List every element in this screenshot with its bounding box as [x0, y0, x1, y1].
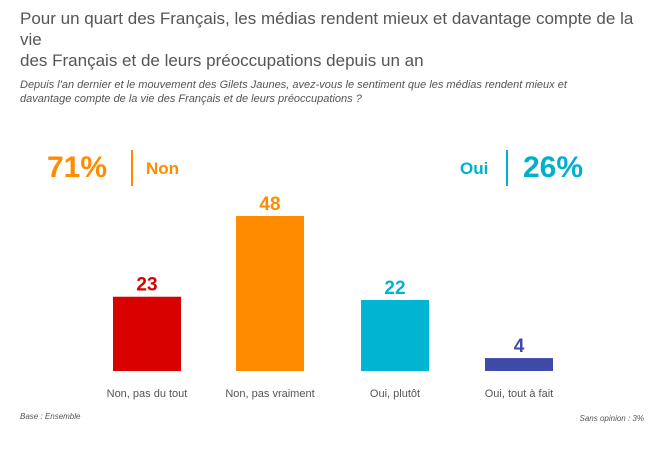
bar-1	[236, 216, 304, 371]
base-footnote: Base : Ensemble	[20, 412, 81, 421]
no-opinion-footnote: Sans opinion : 3%	[579, 414, 645, 423]
category-label-0: Non, pas du tout	[107, 388, 188, 400]
oui-group-label: Oui	[460, 159, 489, 178]
bar-value-label-1: 48	[259, 194, 280, 215]
non-total-percentage: 71%	[47, 151, 108, 184]
bar-value-label-0: 23	[136, 275, 157, 296]
oui-divider	[506, 150, 508, 186]
oui-total-percentage: 26%	[523, 151, 584, 184]
category-label-3: Oui, tout à fait	[485, 388, 553, 400]
bar-value-label-3: 4	[514, 336, 525, 357]
page-title: Pour un quart des Français, les médias r…	[20, 9, 634, 70]
survey-question: Depuis l'an dernier et le mouvement des …	[20, 79, 567, 105]
bar-value-label-2: 22	[384, 278, 405, 299]
bar-0	[113, 296, 181, 371]
non-divider	[131, 150, 133, 186]
category-label-2: Oui, plutôt	[370, 388, 420, 400]
bar-2	[361, 299, 429, 371]
bar-3	[485, 358, 553, 371]
category-label-1: Non, pas vraiment	[225, 388, 314, 400]
non-group-label: Non	[146, 159, 180, 178]
